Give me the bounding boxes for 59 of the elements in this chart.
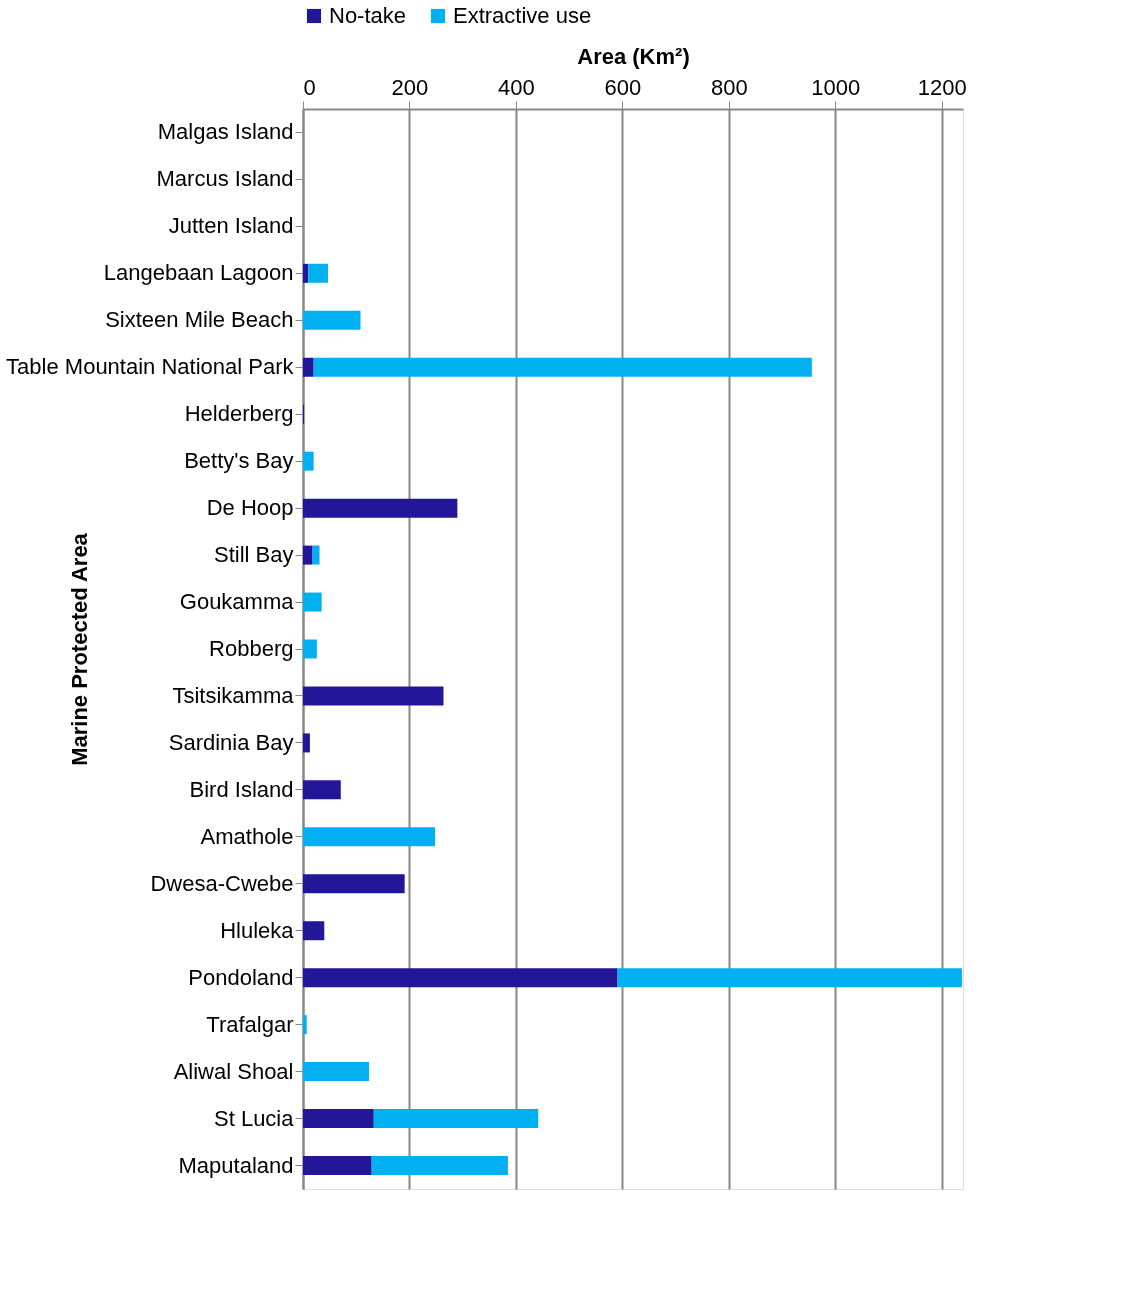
- y-tick-label: Sixteen Mile Beach: [105, 307, 294, 333]
- y-tick-label: Malgas Island: [157, 119, 294, 145]
- bar: [303, 545, 313, 565]
- y-tick-label: Amathole: [200, 823, 294, 849]
- bar: [303, 498, 458, 518]
- y-tick-label: St Lucia: [214, 1105, 295, 1131]
- x-tick-label: 1200: [917, 74, 967, 100]
- y-tick-label: Goukamma: [179, 589, 295, 615]
- bar: [303, 686, 444, 706]
- bar: [303, 874, 405, 894]
- bar: [303, 1156, 372, 1176]
- bar: [303, 1062, 369, 1082]
- x-tick-label: 600: [604, 74, 642, 100]
- y-tick-label: De Hoop: [206, 495, 294, 521]
- y-tick-label: Pondoland: [188, 964, 294, 990]
- bar: [313, 357, 812, 377]
- bar: [303, 639, 317, 659]
- y-tick-label: Marcus Island: [156, 166, 294, 192]
- bar: [303, 1109, 374, 1129]
- bar: [303, 451, 314, 471]
- bar: [617, 968, 962, 988]
- bar: [303, 733, 310, 753]
- bar: [371, 1156, 508, 1176]
- bar: [303, 827, 435, 847]
- y-tick-label: Still Bay: [214, 542, 294, 568]
- y-tick-label: Jutten Island: [168, 213, 294, 239]
- bar: [303, 310, 361, 330]
- legend-label: No-take: [329, 3, 407, 28]
- y-tick-label: Betty's Bay: [184, 448, 294, 474]
- bar: [303, 1015, 307, 1035]
- x-tick-label: 1000: [811, 74, 861, 100]
- x-tick-label: 800: [710, 74, 748, 100]
- y-tick-label: Langebaan Lagoon: [103, 260, 294, 286]
- y-tick-label: Tsitsikamma: [172, 682, 295, 708]
- y-tick-label: Hluleka: [220, 917, 295, 943]
- bar: [373, 1109, 539, 1129]
- bar: [303, 780, 341, 800]
- y-tick-label: Maputaland: [178, 1152, 294, 1178]
- bar: [303, 921, 325, 941]
- y-tick-label: Bird Island: [189, 776, 294, 802]
- legend-label: Extractive use: [453, 3, 592, 28]
- y-tick-label: Sardinia Bay: [168, 729, 294, 755]
- bar: [303, 357, 314, 377]
- y-tick-label: Aliwal Shoal: [173, 1058, 294, 1084]
- x-tick-label: 0: [303, 74, 316, 100]
- y-tick-label: Helderberg: [184, 401, 294, 427]
- y-tick-label: Dwesa-Cwebe: [150, 870, 294, 896]
- x-tick-label: 400: [498, 74, 535, 100]
- y-tick-label: Trafalgar: [206, 1011, 294, 1037]
- y-tick-label: Table Mountain National Park: [6, 354, 295, 380]
- bar: [303, 592, 322, 612]
- y-axis-title: Marine Protected Area: [66, 532, 92, 766]
- bar: [303, 263, 309, 283]
- x-tick-label: 200: [391, 74, 429, 100]
- bar: [312, 545, 320, 565]
- bar: [308, 263, 329, 283]
- x-axis-title: Area (Km²): [577, 43, 690, 69]
- bar: [303, 968, 618, 988]
- y-tick-label: Robberg: [209, 636, 294, 661]
